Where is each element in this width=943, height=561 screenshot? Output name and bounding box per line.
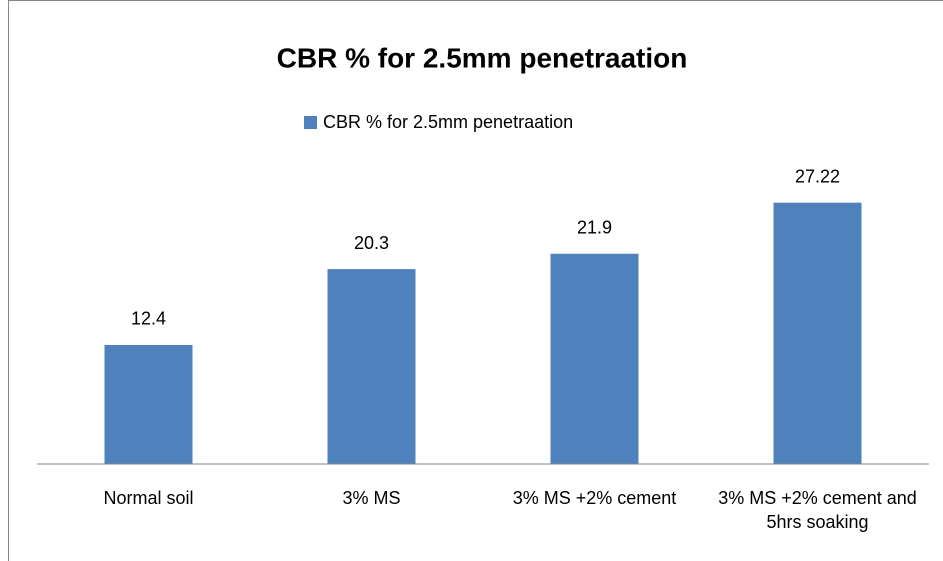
bar <box>327 269 416 464</box>
value-label: 27.22 <box>795 166 840 186</box>
value-label: 20.3 <box>354 233 389 253</box>
bar <box>773 202 862 465</box>
value-label: 12.4 <box>131 309 166 329</box>
legend-label: CBR % for 2.5mm penetraation <box>323 112 573 132</box>
chart-title: CBR % for 2.5mm penetraation <box>277 42 688 73</box>
bar <box>550 253 639 464</box>
x-tick-label: 3% MS +2% cement <box>512 488 677 508</box>
x-tick-label: 3% MS +2% cement and 5hrs soaking <box>718 488 917 532</box>
value-label: 21.9 <box>577 218 612 238</box>
x-tick-label: 3% MS <box>342 488 401 508</box>
legend-swatch <box>304 116 317 129</box>
bar <box>104 344 193 464</box>
chart-frame <box>8 0 943 561</box>
x-tick-label: Normal soil <box>103 488 194 508</box>
